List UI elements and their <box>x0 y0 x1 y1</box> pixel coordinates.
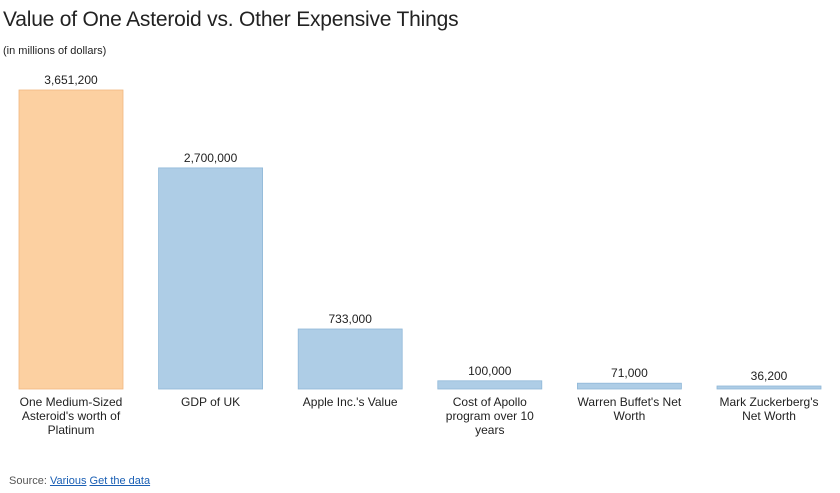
bar-1[interactable] <box>158 167 264 390</box>
value-label-0: 3,651,200 <box>44 73 98 87</box>
category-label-5: Mark Zuckerberg's Net Worth <box>719 395 819 423</box>
value-label-2: 733,000 <box>329 312 373 326</box>
value-label-5: 36,200 <box>751 369 788 383</box>
source-prefix: Source: <box>9 475 47 487</box>
chart-title: Value of One Asteroid vs. Other Expensiv… <box>3 8 459 31</box>
chart-subtitle: (in millions of dollars) <box>3 45 107 57</box>
source-footer: Source: Various Get the data <box>9 475 150 487</box>
get-the-data-link[interactable]: Get the data <box>89 475 151 487</box>
value-label-4: 71,000 <box>611 366 648 380</box>
bar-2[interactable] <box>297 328 403 390</box>
value-label-1: 2,700,000 <box>184 151 238 165</box>
bar-5[interactable] <box>716 385 822 390</box>
bar-3[interactable] <box>437 380 543 390</box>
category-label-4: Warren Buffet's Net Worth <box>577 395 682 423</box>
category-label-0: One Medium-Sized Asteroid's worth of Pla… <box>19 395 123 437</box>
bar-4[interactable] <box>577 382 682 390</box>
bar-0[interactable] <box>18 89 124 390</box>
category-label-1: GDP of UK <box>181 395 241 409</box>
category-label-3: Cost of Apollo program over 10 years <box>445 395 534 437</box>
value-label-3: 100,000 <box>468 364 512 378</box>
category-label-2: Apple Inc.'s Value <box>302 395 398 409</box>
source-link[interactable]: Various <box>49 475 87 487</box>
